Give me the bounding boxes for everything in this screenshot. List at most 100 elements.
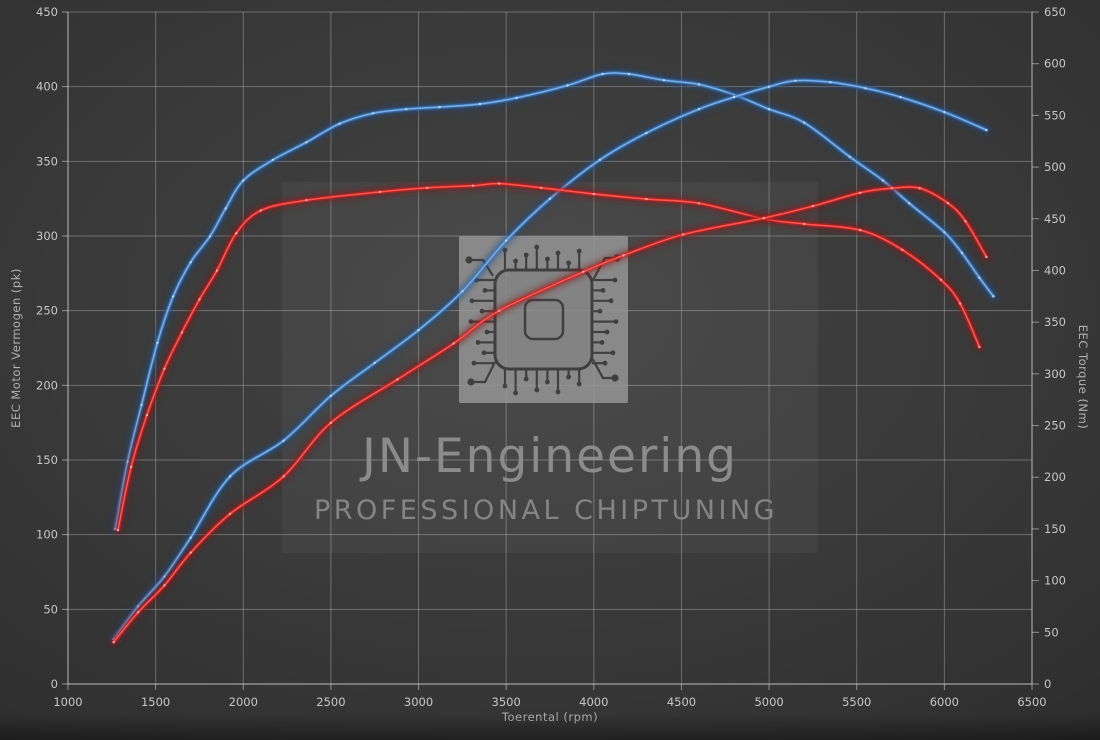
red-power-point	[189, 551, 192, 554]
red-power-point	[622, 254, 625, 257]
red-torque-point	[645, 198, 648, 201]
blue-power-point	[899, 96, 902, 99]
y-left-tick-label: 100	[36, 528, 58, 542]
bottom-edge-shade	[0, 714, 1100, 740]
y-left-tick-label: 300	[36, 229, 58, 243]
y-left-tick-label: 400	[36, 80, 58, 94]
red-power-point	[396, 378, 399, 381]
red-torque-point	[471, 184, 474, 187]
red-torque-point	[959, 302, 962, 305]
red-torque-point	[697, 202, 701, 205]
blue-power-point	[163, 575, 166, 578]
blue-power-point	[329, 394, 332, 397]
blue-power-point	[189, 536, 192, 539]
blue-power-point	[943, 111, 946, 114]
y-right-tick-label: 100	[1044, 574, 1066, 588]
x-tick-label: 3500	[492, 695, 521, 709]
blue-power-point	[864, 87, 867, 90]
red-power-point	[582, 270, 585, 273]
blue-torque-point	[405, 108, 408, 111]
red-power-point	[946, 202, 950, 205]
watermark-tagline-text: PROFESSIONAL CHIPTUNING	[314, 495, 778, 526]
red-power-point	[682, 233, 685, 236]
red-torque-point	[939, 278, 943, 281]
blue-torque-point	[960, 251, 964, 254]
blue-torque-point	[224, 207, 227, 210]
red-power-point	[163, 584, 166, 587]
blue-power-point	[417, 329, 420, 332]
blue-torque-point	[992, 295, 995, 298]
blue-torque-point	[566, 84, 569, 87]
red-torque-point	[540, 186, 543, 189]
blue-torque-point	[305, 141, 308, 144]
blue-power-point	[505, 239, 508, 242]
blue-torque-point	[371, 112, 375, 115]
red-torque-point	[130, 465, 133, 468]
x-tick-label: 4500	[667, 695, 696, 709]
blue-power-point	[548, 197, 552, 200]
red-torque-point	[145, 414, 148, 417]
y-right-tick-label: 600	[1044, 57, 1066, 71]
red-torque-point	[426, 186, 429, 189]
red-power-point	[229, 512, 232, 515]
red-power-point	[964, 220, 967, 223]
red-torque-point	[498, 182, 501, 185]
y-right-tick-label: 200	[1044, 470, 1066, 484]
red-torque-point	[592, 192, 595, 196]
x-tick-label: 2000	[229, 695, 258, 709]
blue-torque-point	[768, 108, 771, 111]
x-tick-label: 2500	[316, 695, 345, 709]
x-tick-label: 3000	[404, 695, 433, 709]
red-torque-point	[901, 248, 904, 251]
blue-torque-point	[662, 79, 666, 82]
blue-torque-point	[208, 235, 212, 238]
red-torque-point	[978, 345, 981, 349]
red-power-point	[137, 611, 140, 614]
blue-torque-point	[189, 261, 192, 264]
y-left-tick-label: 350	[36, 154, 58, 168]
x-tick-label: 1000	[53, 695, 82, 709]
blue-torque-point	[156, 341, 159, 344]
blue-torque-point	[140, 403, 143, 406]
blue-power-point	[697, 108, 701, 111]
y-left-tick-label: 150	[36, 453, 58, 467]
red-torque-point	[305, 199, 308, 202]
x-tick-label: 6500	[1017, 695, 1046, 709]
blue-torque-point	[881, 179, 885, 182]
blue-power-point	[794, 79, 797, 82]
red-power-point	[890, 187, 893, 190]
blue-torque-point	[943, 231, 946, 234]
y-left-tick-label: 200	[36, 378, 58, 392]
y-right-tick-label: 650	[1044, 5, 1066, 19]
blue-torque-point	[172, 295, 175, 298]
chip-logo-icon	[459, 236, 628, 403]
y-right-tick-label: 350	[1044, 315, 1066, 329]
blue-torque-point	[908, 202, 911, 205]
red-power-point	[811, 205, 815, 208]
red-torque-point	[235, 232, 238, 235]
y-right-tick-label: 50	[1044, 625, 1059, 639]
y-right-tick-label: 450	[1044, 212, 1066, 226]
curve-layer	[109, 68, 998, 647]
red-torque-point	[259, 209, 262, 212]
y-right-tick-label: 250	[1044, 419, 1066, 433]
y-left-tick-label: 50	[43, 602, 58, 616]
blue-torque-point	[978, 276, 981, 279]
blue-power-point	[282, 439, 285, 442]
y-right-tick-label: 400	[1044, 263, 1066, 277]
blue-torque-point	[601, 72, 604, 76]
blue-power-point	[829, 81, 832, 84]
blue-power-point	[985, 128, 988, 132]
blue-power-point	[461, 290, 464, 293]
axis-layer	[62, 11, 1039, 690]
x-tick-label: 5500	[842, 695, 871, 709]
red-torque-point	[180, 331, 183, 334]
blue-power-curve	[109, 75, 991, 644]
red-power-point	[859, 191, 862, 194]
red-torque-curve	[113, 179, 984, 535]
red-power-point	[452, 342, 455, 345]
red-torque-point	[215, 269, 219, 272]
x-tick-label: 4000	[579, 695, 608, 709]
